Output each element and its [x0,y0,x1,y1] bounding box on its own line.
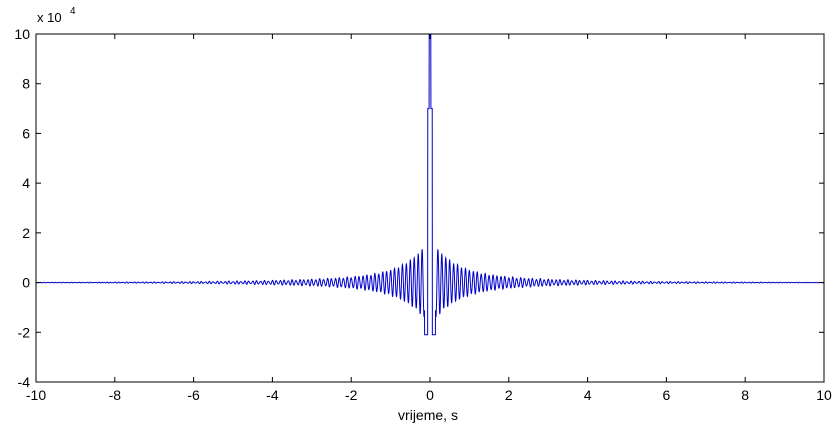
y-tick-label: 6 [22,125,30,141]
x-tick-label: -6 [187,387,200,403]
y-tick-label: 8 [22,76,30,92]
x-tick-label: 10 [816,387,832,403]
labels-layer: -10 -8 -6 -4 -2 0 2 4 6 8 10 -4 -2 0 2 4 6 8 10 [14,26,832,403]
y-tick-label: 4 [22,175,30,191]
y-tick-label: -4 [18,374,31,390]
x-tick-label: 2 [505,387,513,403]
x-tick-label: 8 [741,387,749,403]
plot-area [36,34,824,382]
x-axis-label: vrijeme, s [398,407,458,423]
y-exponent-power: 4 [70,6,76,17]
axes-box [35,33,825,383]
x-tick-label: -8 [109,387,122,403]
y-tick-label: -2 [18,324,31,340]
x-tick-label: -4 [266,387,279,403]
x-tick-label: 0 [426,387,434,403]
x-tick-label: 4 [584,387,592,403]
x-tick-label: -2 [345,387,358,403]
y-tick-label: 2 [22,225,30,241]
y-exponent-label: x 10 [37,10,62,25]
y-tick-label: 0 [22,275,30,291]
x-tick-label: -10 [26,387,46,403]
y-tick-label: 10 [14,26,30,42]
x-tick-label: 6 [663,387,671,403]
